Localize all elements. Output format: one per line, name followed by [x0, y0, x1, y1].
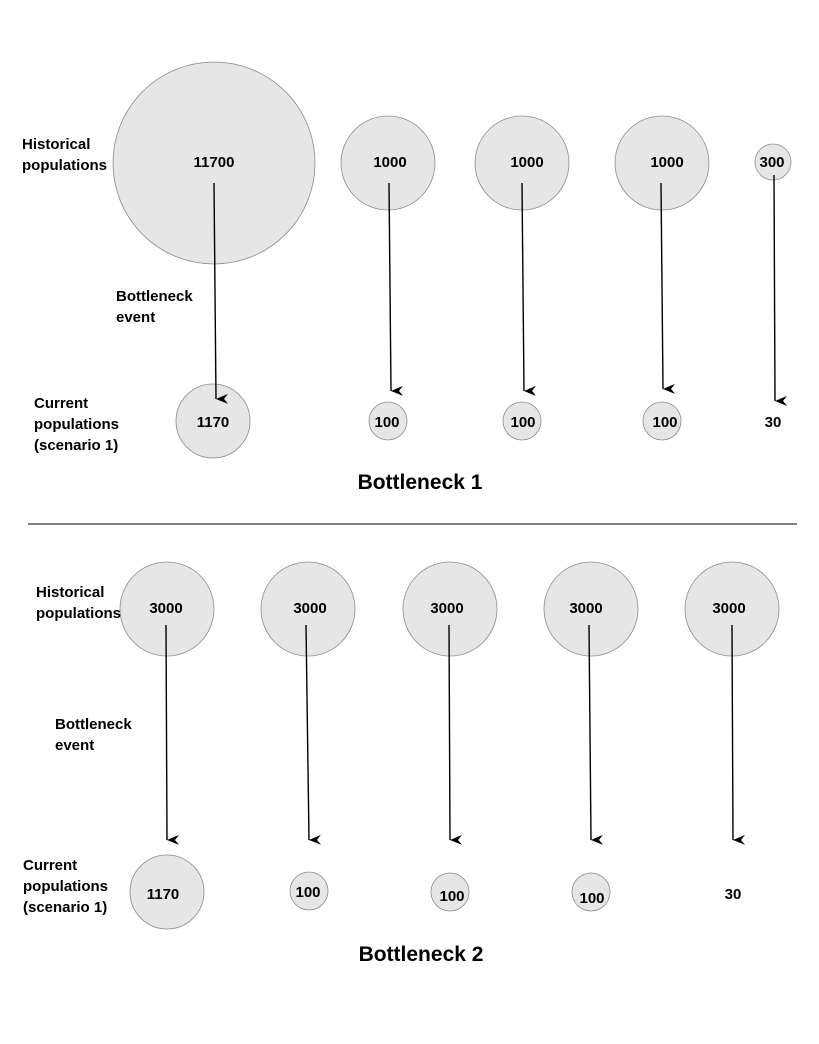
current-value-2: 100 [295, 884, 320, 901]
current-label-line-1: Current [34, 395, 88, 412]
current-label-line-3: (scenario 1) [34, 437, 118, 454]
current-circle-2 [289, 871, 329, 911]
current-label-line-2: populations [34, 416, 119, 433]
historical-label: Historical populations [36, 584, 121, 622]
current-circle-4 [571, 872, 611, 912]
historical-circle-2 [340, 115, 436, 211]
panel-title-bottleneck-2: Bottleneck 2 [359, 943, 484, 966]
current-value-3: 100 [439, 888, 464, 905]
historical-label-line-2: populations [36, 605, 121, 622]
bottleneck-arrow-5 [773, 174, 788, 406]
historical-value-3: 1000 [510, 154, 543, 171]
historical-label-line-1: Historical [22, 136, 90, 153]
bottleneck-arrow-3 [448, 624, 463, 845]
current-value-3: 100 [510, 414, 535, 431]
historical-value-1: 3000 [149, 600, 182, 617]
panel-title-bottleneck-1: Bottleneck 1 [358, 471, 483, 494]
bottleneck-arrow-4 [588, 624, 604, 845]
panel-bottleneck-1: 11700 1000 1000 1000 300 1170 100 100 10… [22, 61, 792, 494]
bottleneck-arrow-4 [660, 182, 676, 394]
historical-value-4: 1000 [650, 154, 683, 171]
current-circle-1 [175, 383, 251, 459]
historical-label-line-1: Historical [36, 584, 104, 601]
current-label-line-3: (scenario 1) [23, 899, 107, 916]
bottleneck-event-label-line-1: Bottleneck [55, 716, 132, 733]
panel-bottleneck-2: 3000 3000 3000 3000 3000 1170 100 100 10… [23, 561, 780, 966]
historical-value-5: 3000 [712, 600, 745, 617]
historical-label-line-2: populations [22, 157, 107, 174]
historical-circle-4 [614, 115, 710, 211]
bottleneck-event-label: Bottleneck event [116, 288, 197, 326]
current-label-line-2: populations [23, 878, 108, 895]
bottleneck-arrow-1 [213, 182, 229, 404]
historical-value-4: 3000 [569, 600, 602, 617]
historical-circle-5 [754, 143, 792, 181]
current-value-4: 100 [652, 414, 677, 431]
historical-circle-4 [543, 561, 639, 657]
historical-value-5: 300 [759, 154, 784, 171]
bottleneck-arrow-5 [731, 624, 746, 845]
current-value-2: 100 [374, 414, 399, 431]
bottleneck-arrow-2 [305, 624, 322, 845]
historical-value-2: 1000 [373, 154, 406, 171]
current-circle-4 [642, 401, 682, 441]
bottleneck-arrow-2 [388, 182, 404, 396]
current-value-5: 30 [725, 886, 742, 903]
historical-value-1: 11700 [194, 154, 235, 171]
bottleneck-event-label-line-2: event [55, 737, 94, 754]
historical-circle-2 [260, 561, 356, 657]
current-circle-2 [368, 401, 408, 441]
current-circle-3 [502, 401, 542, 441]
bottleneck-event-label-line-2: event [116, 309, 155, 326]
current-label-line-1: Current [23, 857, 77, 874]
current-circle-3 [430, 872, 470, 912]
current-label: Current populations (scenario 1) [23, 857, 112, 916]
historical-circle-3 [402, 561, 498, 657]
bottleneck-event-label-line-1: Bottleneck [116, 288, 193, 305]
current-value-4: 100 [579, 890, 604, 907]
historical-value-2: 3000 [293, 600, 326, 617]
current-value-1: 1170 [197, 414, 230, 431]
historical-circle-1 [119, 561, 215, 657]
historical-label: Historical populations [22, 136, 107, 174]
bottleneck-arrow-1 [165, 624, 180, 845]
current-label: Current populations (scenario 1) [34, 395, 123, 454]
current-value-1: 1170 [147, 886, 180, 903]
bottleneck-arrow-3 [521, 182, 537, 396]
historical-circle-1 [112, 61, 316, 265]
bottleneck-event-label: Bottleneck event [55, 716, 136, 754]
current-circle-1 [129, 854, 205, 930]
current-value-5: 30 [765, 414, 782, 431]
historical-value-3: 3000 [430, 600, 463, 617]
